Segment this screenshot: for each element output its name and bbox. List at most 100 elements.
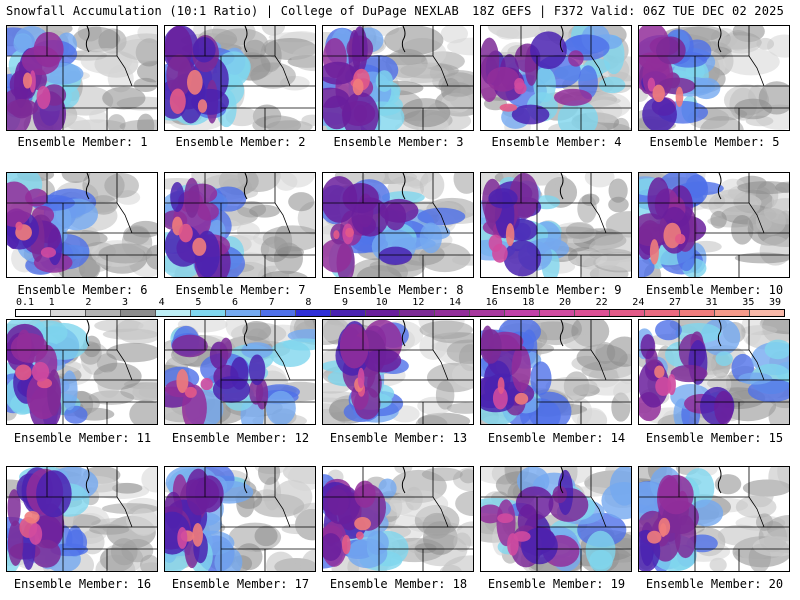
snowfall-map bbox=[323, 173, 473, 277]
map-title: Snowfall Accumulation (10:1 Ratio) | Col… bbox=[6, 4, 459, 18]
scale-tick-label: 1 bbox=[48, 297, 55, 308]
scale-tick-label: 14 bbox=[448, 297, 462, 308]
ensemble-member-label: Ensemble Member: 4 bbox=[491, 135, 622, 149]
ensemble-member-label: Ensemble Member: 20 bbox=[645, 577, 784, 591]
snowfall-map bbox=[639, 26, 789, 130]
snowfall-map bbox=[639, 173, 789, 277]
scale-tick-label: 16 bbox=[485, 297, 498, 308]
scale-tick-label: 18 bbox=[522, 297, 535, 308]
ensemble-map-panel bbox=[480, 172, 632, 278]
snowfall-map bbox=[7, 320, 157, 424]
ensemble-map-panel bbox=[6, 466, 158, 572]
snowfall-map bbox=[7, 467, 157, 571]
ensemble-map-panel bbox=[164, 319, 316, 425]
ensemble-member-label: Ensemble Member: 12 bbox=[171, 431, 310, 445]
snowfall-map bbox=[481, 467, 631, 571]
ensemble-member-label: Ensemble Member: 3 bbox=[333, 135, 464, 149]
snowfall-map bbox=[7, 173, 157, 277]
scale-tick-label: 3 bbox=[121, 297, 129, 308]
scale-swatch bbox=[16, 310, 51, 316]
ensemble-member-label: Ensemble Member: 18 bbox=[329, 577, 468, 591]
ensemble-member-label: Ensemble Member: 11 bbox=[13, 431, 152, 445]
scale-tick-label: 12 bbox=[412, 297, 425, 308]
ensemble-map-panel bbox=[164, 466, 316, 572]
ensemble-map-panel bbox=[638, 319, 790, 425]
ensemble-member-label: Ensemble Member: 8 bbox=[333, 283, 464, 297]
scale-tick-label: 10 bbox=[375, 297, 388, 308]
snowfall-map bbox=[165, 173, 315, 277]
ensemble-map-panel bbox=[480, 466, 632, 572]
scale-swatch bbox=[85, 310, 121, 316]
ensemble-map-panel bbox=[322, 172, 474, 278]
scale-swatch bbox=[400, 310, 436, 316]
snowfall-map bbox=[323, 467, 473, 571]
ensemble-map-panel bbox=[6, 25, 158, 131]
scale-tick-label: 22 bbox=[595, 297, 608, 308]
ensemble-map-panel bbox=[164, 172, 316, 278]
ensemble-member-label: Ensemble Member: 16 bbox=[13, 577, 152, 591]
scale-swatch bbox=[365, 310, 401, 316]
snowfall-map bbox=[165, 320, 315, 424]
snowfall-map bbox=[481, 320, 631, 424]
scale-swatch bbox=[50, 310, 86, 316]
ensemble-member-label: Ensemble Member: 14 bbox=[487, 431, 626, 445]
scale-swatch bbox=[575, 310, 611, 316]
ensemble-member-label: Ensemble Member: 1 bbox=[17, 135, 148, 149]
snowfall-map bbox=[7, 26, 157, 130]
ensemble-member-label: Ensemble Member: 19 bbox=[487, 577, 626, 591]
scale-swatch bbox=[120, 310, 156, 316]
scale-tick-label: 9 bbox=[341, 297, 349, 308]
snowfall-map bbox=[481, 26, 631, 130]
scale-tick-label: 20 bbox=[558, 297, 572, 308]
scale-tick-label: 2 bbox=[85, 297, 92, 308]
scale-swatch bbox=[225, 310, 261, 316]
scale-tick-label: 6 bbox=[231, 297, 239, 308]
ensemble-map-panel bbox=[322, 319, 474, 425]
snowfall-map bbox=[165, 467, 315, 571]
scale-swatch bbox=[750, 310, 784, 316]
snowfall-map bbox=[323, 26, 473, 130]
scale-tick-label: 5 bbox=[195, 297, 202, 308]
snowfall-map bbox=[481, 173, 631, 277]
scale-swatch bbox=[680, 310, 716, 316]
snowfall-map bbox=[639, 320, 789, 424]
scale-tick-label: 24 bbox=[632, 297, 645, 308]
scale-swatch bbox=[155, 310, 191, 316]
ensemble-map-panel bbox=[638, 466, 790, 572]
scale-swatch bbox=[645, 310, 681, 316]
scale-swatch bbox=[610, 310, 646, 316]
color-scale-bar bbox=[15, 309, 785, 317]
ensemble-member-label: Ensemble Member: 17 bbox=[171, 577, 310, 591]
scale-tick-label: 4 bbox=[158, 297, 165, 308]
ensemble-map-panel bbox=[638, 172, 790, 278]
scale-swatch bbox=[470, 310, 506, 316]
ensemble-member-label: Ensemble Member: 15 bbox=[645, 431, 784, 445]
scale-swatch bbox=[330, 310, 366, 316]
scale-tick-label: 27 bbox=[668, 297, 682, 308]
snowfall-map bbox=[639, 467, 789, 571]
ensemble-map-panel bbox=[164, 25, 316, 131]
ensemble-map-panel bbox=[480, 319, 632, 425]
ensemble-member-label: Ensemble Member: 9 bbox=[491, 283, 622, 297]
scale-swatch bbox=[715, 310, 751, 316]
ensemble-map-panel bbox=[480, 25, 632, 131]
scale-tick-label: 31 bbox=[705, 297, 718, 308]
scale-tick-label: 35 bbox=[742, 297, 755, 308]
ensemble-map-panel bbox=[6, 172, 158, 278]
scale-swatch bbox=[190, 310, 226, 316]
scale-swatch bbox=[435, 310, 471, 316]
scale-tick-label: 0.1 bbox=[15, 297, 35, 308]
ensemble-map-panel bbox=[322, 25, 474, 131]
ensemble-member-label: Ensemble Member: 10 bbox=[645, 283, 784, 297]
color-scale-labels: 0.1 1 2 3 4 5 6 7 8 9 10 12 14 16 18 20 22 24 27 31 35 39 bbox=[15, 298, 785, 308]
model-run-info: 18Z GEFS | F372 Valid: 06Z TUE DEC 02 20… bbox=[472, 4, 784, 18]
scale-swatch bbox=[505, 310, 541, 316]
ensemble-map-panel bbox=[322, 466, 474, 572]
scale-tick-label: 8 bbox=[305, 297, 312, 308]
ensemble-map-panel bbox=[638, 25, 790, 131]
scale-tick-label: 7 bbox=[268, 297, 275, 308]
ensemble-member-label: Ensemble Member: 7 bbox=[175, 283, 306, 297]
scale-swatch bbox=[260, 310, 296, 316]
ensemble-member-label: Ensemble Member: 13 bbox=[329, 431, 468, 445]
scale-tick-label: 39 bbox=[768, 297, 782, 308]
